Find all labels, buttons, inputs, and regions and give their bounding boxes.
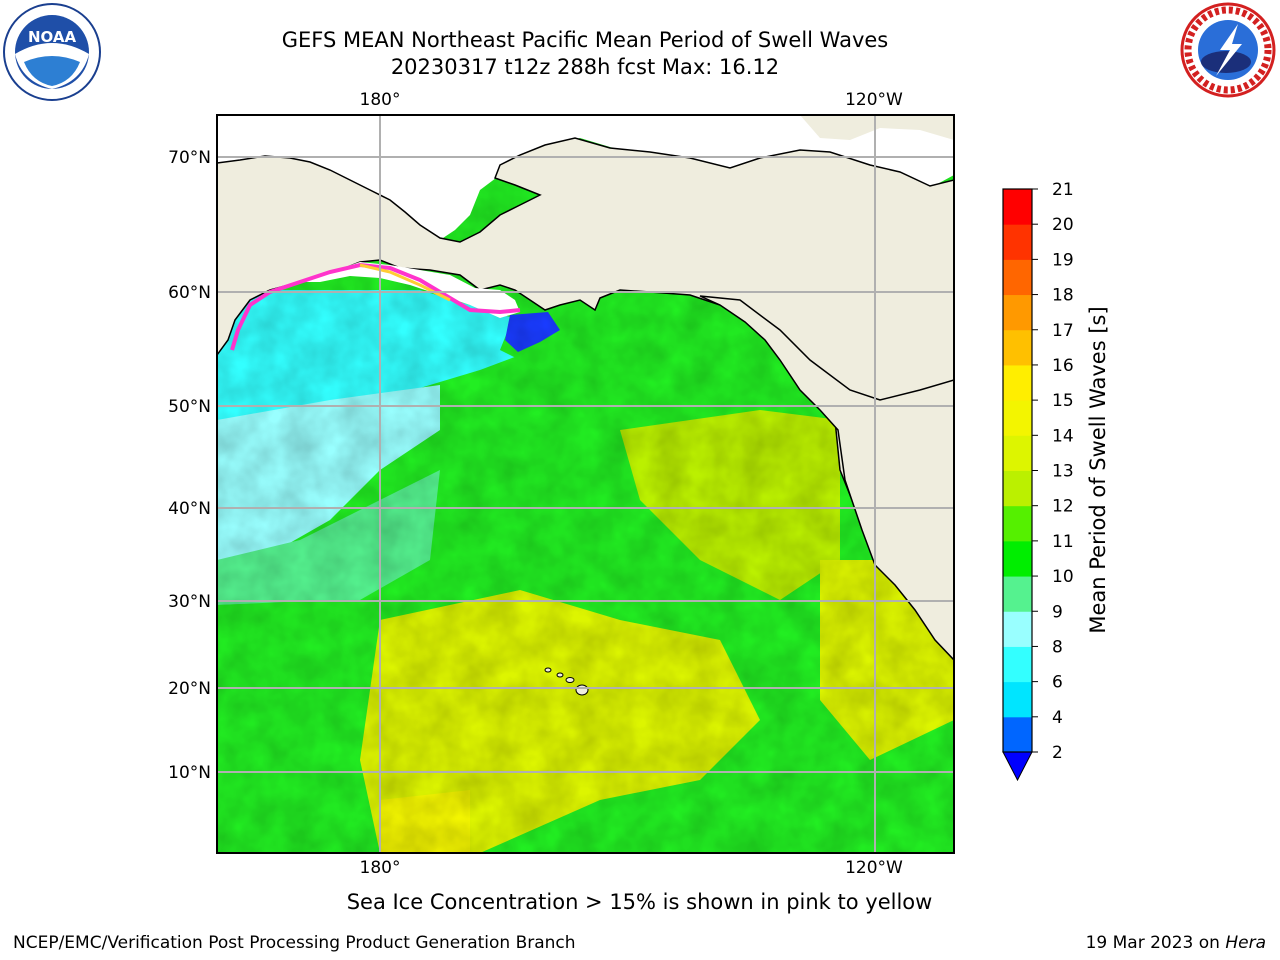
noaa-logo-icon: NOAA [3, 3, 101, 101]
lat-label-70n: 70°N [168, 148, 211, 168]
chart-title: GEFS MEAN Northeast Pacific Mean Period … [281, 28, 889, 52]
footer-producer: NCEP/EMC/Verification Post Processing Pr… [13, 933, 576, 953]
footer-date: 19 Mar 2023 on Hera [1086, 933, 1266, 953]
forecast-subtitle: 20230317 t12z 288h fcst Max: 16.12 [390, 55, 780, 79]
map-frame [216, 114, 955, 854]
nws-logo-icon [1180, 2, 1276, 98]
lat-label-50n: 50°N [168, 397, 211, 417]
lat-label-20n: 20°N [168, 679, 211, 699]
lon-label-top-180: 180° [360, 90, 401, 110]
lon-label-bottom-180: 180° [360, 858, 401, 878]
map-area [217, 115, 954, 853]
lon-label-bottom-120w: 120°W [845, 858, 903, 878]
lat-label-60n: 60°N [168, 283, 211, 303]
lat-label-30n: 30°N [168, 592, 211, 612]
lon-label-top-120w: 120°W [845, 90, 903, 110]
sea-ice-caption: Sea Ice Concentration > 15% is shown in … [346, 890, 933, 914]
footer-date-text: 19 Mar 2023 on [1085, 933, 1226, 953]
bering-sea-white [300, 262, 520, 318]
arctic-land-top [217, 115, 954, 140]
graticule [217, 115, 954, 853]
north-america-landmass [699, 175, 954, 662]
svg-text:NOAA: NOAA [28, 28, 77, 46]
footer-machine: Hera [1225, 933, 1266, 953]
lat-label-10n: 10°N [168, 763, 211, 783]
lat-label-40n: 40°N [168, 499, 211, 519]
